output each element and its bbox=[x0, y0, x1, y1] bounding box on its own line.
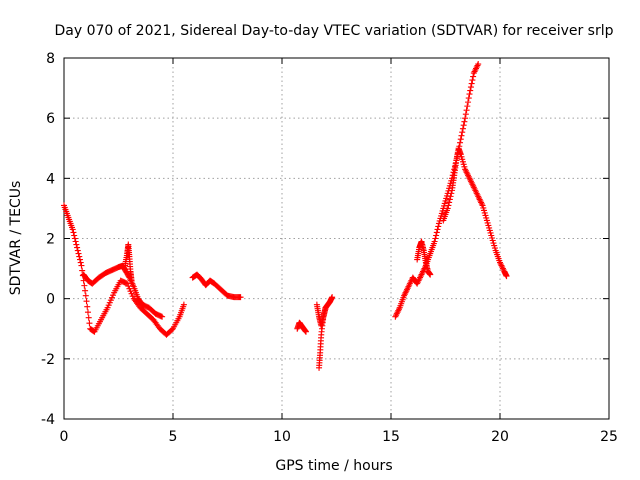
series-pass-7 bbox=[313, 301, 329, 329]
chart-title: Day 070 of 2021, Sidereal Day-to-day VTE… bbox=[54, 23, 613, 39]
data-point bbox=[70, 229, 77, 236]
x-axis-label: GPS time / hours bbox=[275, 458, 392, 474]
data-point bbox=[431, 238, 438, 245]
data-point bbox=[433, 232, 440, 239]
data-point bbox=[465, 95, 472, 102]
y-tick-label: 2 bbox=[46, 232, 55, 248]
data-point bbox=[237, 294, 244, 301]
data-point bbox=[444, 205, 451, 212]
data-point bbox=[77, 259, 84, 266]
data-point bbox=[74, 247, 81, 254]
data-point bbox=[76, 253, 83, 260]
x-tick-label: 20 bbox=[491, 429, 509, 445]
data-point bbox=[469, 77, 476, 84]
data-point bbox=[460, 122, 467, 129]
series-pass-9 bbox=[414, 238, 434, 278]
data-point bbox=[465, 99, 472, 106]
data-point bbox=[76, 256, 83, 263]
data-point bbox=[302, 328, 309, 335]
data-point bbox=[128, 277, 135, 284]
data-point bbox=[458, 132, 465, 139]
x-tick-label: 10 bbox=[273, 429, 291, 445]
y-tick-label: 0 bbox=[46, 292, 55, 308]
series-pass-3 bbox=[122, 241, 135, 284]
data-marks bbox=[61, 61, 510, 371]
data-point bbox=[180, 301, 187, 308]
data-point bbox=[83, 298, 90, 305]
data-point bbox=[427, 271, 434, 278]
data-point bbox=[71, 235, 78, 242]
data-point bbox=[432, 235, 439, 242]
data-point bbox=[435, 223, 442, 230]
series-pass-10 bbox=[440, 145, 510, 280]
series-pass-8 bbox=[392, 61, 482, 320]
y-axis-label: SDTVAR / TECUs bbox=[8, 181, 24, 296]
data-point bbox=[470, 73, 477, 80]
y-tick-label: -4 bbox=[41, 412, 55, 428]
data-point bbox=[457, 139, 464, 146]
y-tick-label: 6 bbox=[46, 111, 55, 127]
y-tick-label: 8 bbox=[46, 51, 55, 67]
data-point bbox=[457, 136, 464, 143]
x-tick-label: 5 bbox=[169, 429, 178, 445]
data-point bbox=[168, 326, 175, 333]
gridlines bbox=[64, 58, 609, 419]
data-point bbox=[84, 303, 91, 310]
data-point bbox=[462, 111, 469, 118]
data-point bbox=[322, 304, 329, 311]
series-pass-5 bbox=[294, 319, 309, 335]
data-point bbox=[462, 115, 469, 122]
data-point bbox=[459, 125, 466, 132]
data-point bbox=[69, 226, 76, 233]
y-tick-label: -2 bbox=[41, 352, 55, 368]
data-point bbox=[74, 244, 81, 251]
data-point bbox=[459, 129, 466, 136]
data-point bbox=[466, 91, 473, 98]
data-point bbox=[448, 190, 455, 197]
data-point bbox=[78, 262, 85, 269]
x-tick-label: 0 bbox=[60, 429, 69, 445]
axis-ticks: 0 5 10 15 20 25 -4 -2 0 2 4 6 8 bbox=[41, 51, 618, 445]
data-point bbox=[82, 292, 89, 299]
data-point bbox=[329, 294, 336, 301]
series-pass-2 bbox=[80, 262, 166, 320]
data-point bbox=[467, 84, 474, 91]
data-point bbox=[468, 80, 475, 87]
data-point bbox=[84, 309, 91, 316]
data-point bbox=[433, 229, 440, 236]
y-tick-label: 4 bbox=[46, 171, 55, 187]
data-point bbox=[85, 314, 92, 321]
data-point bbox=[467, 87, 474, 94]
data-point bbox=[463, 107, 470, 114]
data-point bbox=[475, 61, 482, 68]
data-point bbox=[464, 103, 471, 110]
data-point bbox=[72, 238, 79, 245]
data-point bbox=[159, 313, 166, 320]
data-point bbox=[79, 267, 86, 274]
data-point bbox=[75, 250, 82, 257]
data-point bbox=[503, 273, 510, 280]
series-pass-4 bbox=[189, 271, 244, 301]
data-point bbox=[445, 202, 452, 209]
data-point bbox=[71, 232, 78, 239]
data-point bbox=[81, 282, 88, 289]
data-point bbox=[447, 193, 454, 200]
data-point bbox=[446, 199, 453, 206]
data-point bbox=[86, 320, 93, 327]
data-point bbox=[82, 287, 89, 294]
data-point bbox=[73, 241, 80, 248]
x-tick-label: 25 bbox=[600, 429, 618, 445]
data-point bbox=[446, 196, 453, 203]
data-point bbox=[434, 226, 441, 233]
data-point bbox=[461, 118, 468, 125]
x-tick-label: 15 bbox=[382, 429, 400, 445]
